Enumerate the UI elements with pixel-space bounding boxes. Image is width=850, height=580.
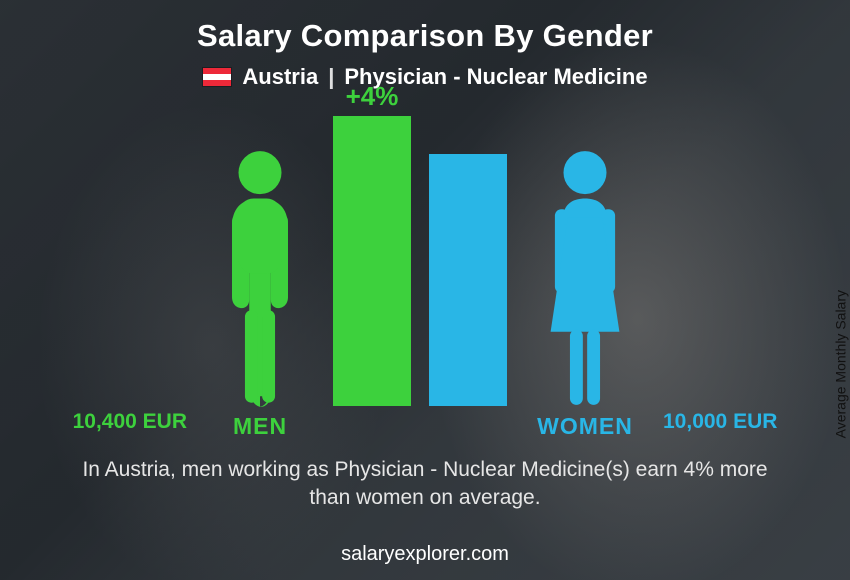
women-salary-value: 10,000 EUR	[663, 410, 777, 440]
page-title: Salary Comparison By Gender	[0, 18, 850, 54]
women-bar	[429, 154, 507, 406]
y-axis-label: Average Monthly Salary	[832, 290, 848, 438]
delta-label: +4%	[346, 81, 399, 112]
men-salary-value: 10,400 EUR	[73, 410, 187, 440]
men-bar	[333, 116, 411, 406]
man-icon	[205, 149, 315, 407]
footer-source: salaryexplorer.com	[0, 543, 850, 566]
caption-text: In Austria, men working as Physician - N…	[60, 456, 790, 513]
women-label: WOMEN	[537, 413, 633, 440]
salary-chart: 10,400 EUR MEN +4%	[75, 100, 775, 440]
woman-icon	[525, 149, 645, 407]
men-label: MEN	[233, 413, 287, 440]
